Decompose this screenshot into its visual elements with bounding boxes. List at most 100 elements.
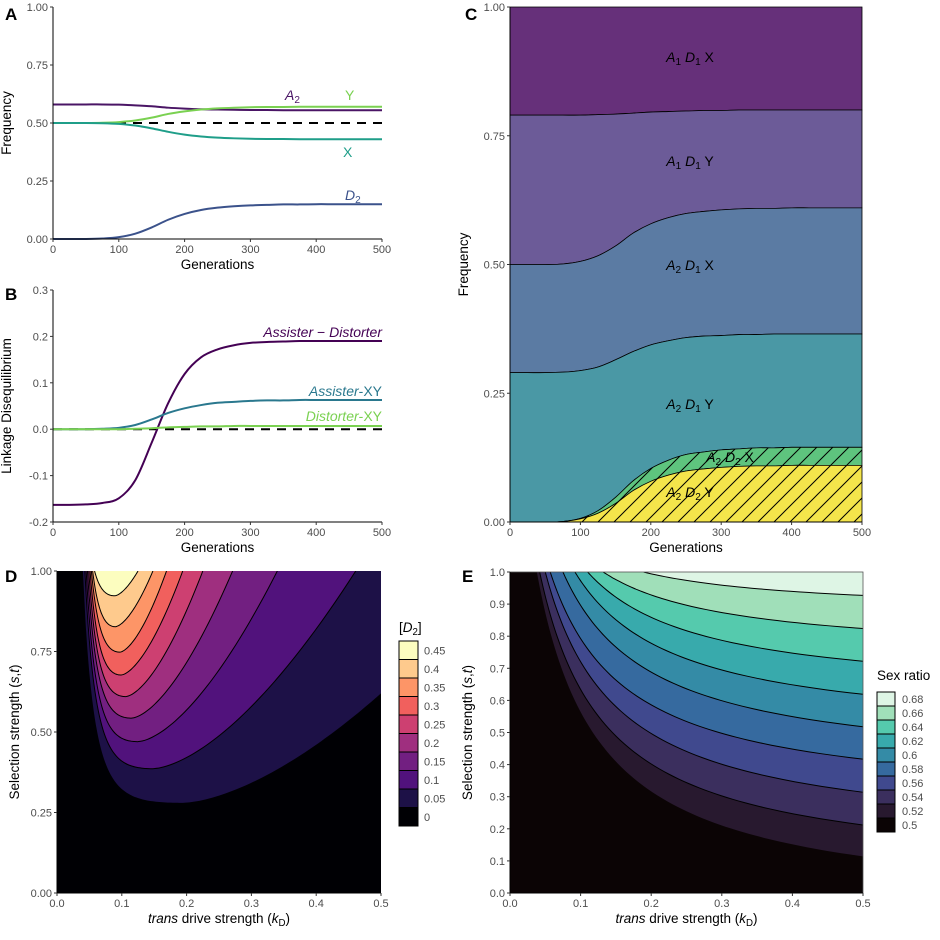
- contour-line-0.2: [86, 571, 234, 719]
- x-tick-label: 200: [642, 527, 660, 539]
- legend-swatch: [876, 705, 896, 721]
- x-tick-label: 500: [853, 527, 871, 539]
- contour-line-0.58: [549, 572, 863, 760]
- area-label: A2 D1 X: [665, 257, 714, 276]
- series-line-d2: [53, 203, 382, 241]
- y-tick-label: 0.50: [31, 727, 52, 739]
- legend-label: 0.3: [424, 701, 439, 713]
- legend-label: 0.45: [424, 645, 445, 657]
- contour-group: [82, 571, 381, 803]
- y-tick-label: 0.75: [484, 131, 505, 143]
- series-label: Assister − Distorter: [262, 324, 383, 340]
- y-tick-label: 0.75: [31, 647, 52, 659]
- x-tick-label: 300: [241, 527, 259, 539]
- panel-A: A2 Y X D2 0 100 200 300 400 500 0.00 0.25 0.50 0.75 1.…: [0, 2, 391, 272]
- legend-swatch: [876, 733, 896, 749]
- legend-label: 0.6: [902, 750, 917, 762]
- series-label: Y: [345, 87, 355, 103]
- series-label: Assister-XY: [308, 383, 383, 399]
- panel-A-axes: 0 100 200 300 400 500 0.00 0.25 0.50 0.75 1.00 Gene…: [0, 2, 391, 272]
- series-line-assister-distorter: [52, 340, 382, 506]
- x-tick-label: 300: [241, 244, 259, 256]
- panel-letter-C: C: [465, 5, 477, 24]
- series-label: D2: [345, 187, 361, 206]
- x-axis-title: Generations: [649, 540, 723, 555]
- series-line-a2: [53, 103, 382, 112]
- legend-swatch: [876, 803, 896, 819]
- y-tick-label: 0.75: [27, 60, 48, 72]
- legend-swatch: [876, 691, 896, 707]
- area-label: A2 D2 X: [705, 449, 754, 468]
- y-tick-label: 0.50: [484, 260, 505, 272]
- series-line-x: [52, 121, 382, 141]
- contour-region-0.45: [94, 571, 138, 596]
- contour-line-0.6: [562, 572, 863, 728]
- panel-letter-D: D: [5, 567, 17, 586]
- hatch-pattern: [510, 447, 862, 523]
- x-tick-label: 500: [373, 527, 391, 539]
- area-label: A2 D1 Y: [665, 396, 714, 415]
- y-tick-label: 0.2: [33, 331, 48, 343]
- series-line-distorter-xy: [53, 424, 382, 431]
- x-axis-title: trans drive strength (kD): [148, 911, 290, 929]
- x-tick-label: 0.2: [179, 898, 194, 910]
- y-tick-label: -0.1: [29, 471, 48, 483]
- x-tick-label: 0: [50, 527, 56, 539]
- y-tick-label: 0.0: [33, 424, 48, 436]
- y-tick-label: 0.0: [490, 888, 505, 900]
- legend-label: 0.5: [902, 820, 917, 832]
- y-tick-label: 0.50: [27, 118, 48, 130]
- legend-swatch: [876, 775, 896, 791]
- contour-group: [536, 572, 863, 857]
- legend-label: 0.2: [424, 738, 439, 750]
- x-tick-label: 0.1: [573, 898, 588, 910]
- y-tick-label: 0.00: [27, 234, 48, 246]
- legend-swatch: [398, 751, 419, 771]
- contour-line-0.25: [88, 571, 204, 698]
- y-tick-label: 0.3: [33, 285, 48, 297]
- legend-panel-D: [D2]0.45 0.4 0.35 0.3 0.25 0.2 0.15 0.1 0.05 0: [398, 620, 445, 827]
- legend-label: 0.35: [424, 682, 445, 694]
- legend-label: 0.15: [424, 756, 445, 768]
- legend-label: 0.4: [424, 664, 439, 676]
- y-tick-label: 1.00: [31, 566, 52, 578]
- contour-line-0.35: [90, 571, 167, 653]
- x-tick-label: 0.4: [309, 898, 324, 910]
- panel-C-axes: 0 100 200 300 400 500 0.00 0.25 0.50 0.75 1.00 Gene…: [456, 2, 871, 555]
- y-tick-label: 0.7: [490, 663, 505, 675]
- y-tick-label: 0.1: [33, 378, 48, 390]
- legend-label: 0.05: [424, 793, 445, 805]
- x-tick-label: 0.5: [373, 898, 388, 910]
- legend-label: 0.56: [902, 778, 923, 790]
- area-label: A1 D1 X: [665, 49, 714, 68]
- x-tick-label: 0.0: [49, 898, 64, 910]
- legend-title: Sex ratio: [877, 668, 930, 683]
- y-tick-label: 0.00: [484, 517, 505, 529]
- y-tick-label: 1.00: [27, 2, 48, 14]
- legend-label: 0.25: [424, 719, 445, 731]
- x-tick-label: 200: [175, 244, 193, 256]
- panel-D-axes: 0.0 0.1 0.2 0.3 0.4 0.5 0.00 0.25 0.50 0.75 1.00 tr…: [5, 566, 389, 929]
- legend-swatch: [398, 677, 419, 697]
- legend-label: 0.66: [902, 708, 923, 720]
- x-tick-label: 300: [712, 527, 730, 539]
- panel-B: Assister − Distorter Assister-XY Distorter…: [0, 285, 391, 555]
- y-tick-label: 0.3: [490, 792, 505, 804]
- panel-E: 0.0 0.1 0.2 0.3 0.4 0.5 0.0 0.1 0.2 0.3 0.4 0.5 0.6 0…: [460, 567, 871, 929]
- contour-line-0.64: [587, 572, 863, 662]
- legend-swatch: [398, 640, 419, 660]
- panel-letter-A: A: [5, 5, 17, 24]
- x-tick-label: 0.3: [244, 898, 259, 910]
- legend-swatch: [876, 747, 896, 763]
- contour-line-0.1: [84, 571, 357, 770]
- legend-swatch: [398, 770, 419, 790]
- panel-letter-E: E: [462, 567, 473, 586]
- contour-line-0.62: [574, 572, 863, 695]
- y-axis-title: Linkage Disequilibrium: [0, 338, 14, 474]
- panel-D: 0.0 0.1 0.2 0.3 0.4 0.5 0.00 0.25 0.50 0.75 1.00 tr…: [5, 566, 389, 929]
- y-tick-label: 0.25: [31, 808, 52, 820]
- area-label: A2 D2 Y: [665, 484, 714, 503]
- x-tick-label: 0.3: [714, 898, 729, 910]
- legend-title: [D2]: [399, 620, 422, 638]
- panel-E-axes: 0.0 0.1 0.2 0.3 0.4 0.5 0.0 0.1 0.2 0.3 0.4 0.5 0.6 0…: [460, 567, 871, 929]
